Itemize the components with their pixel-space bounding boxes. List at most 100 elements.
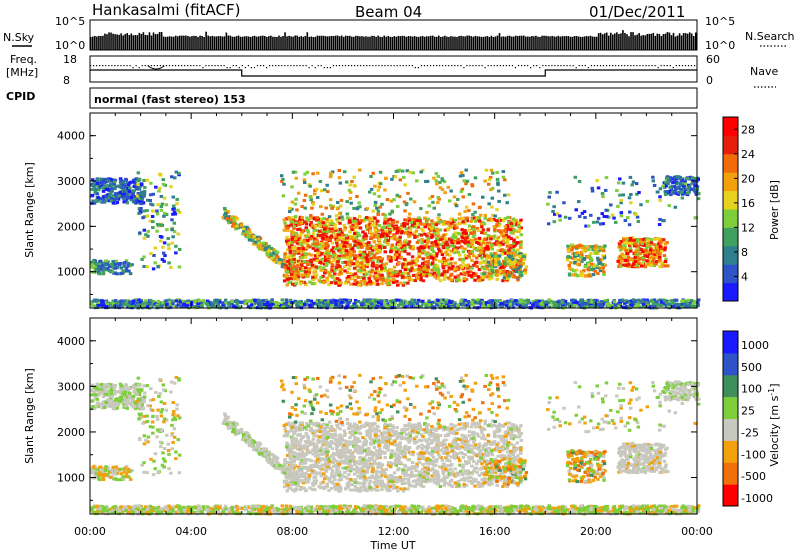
noise-bar (215, 36, 218, 50)
power-cell (444, 302, 449, 306)
power-cell (493, 214, 497, 218)
power-cell (142, 228, 147, 232)
power-cell (692, 300, 697, 304)
power-cell (167, 247, 171, 251)
noise-bar (373, 35, 375, 50)
power-cell (237, 300, 241, 304)
power-cell (113, 266, 117, 270)
power-cell (167, 298, 171, 302)
nave-dot (596, 65, 599, 67)
power-cell (410, 255, 415, 259)
noise-bar (209, 36, 211, 50)
power-cell (426, 237, 430, 241)
power-cell (332, 253, 336, 257)
power-cell (252, 302, 257, 306)
noise-bar (132, 35, 135, 50)
power-cell (391, 224, 395, 228)
power-cell (460, 303, 465, 307)
power-cell (662, 299, 667, 303)
power-cell (462, 277, 466, 281)
power-cell (402, 175, 406, 179)
power-cell (486, 182, 491, 186)
nave-dot (241, 65, 243, 67)
power-cell (116, 301, 120, 305)
power-cell (232, 220, 236, 224)
power-cell (281, 177, 285, 181)
nave-dot (168, 65, 171, 67)
power-cell (324, 206, 328, 210)
power-cell (90, 182, 94, 186)
noise-bar (593, 36, 596, 50)
power-cell (443, 300, 448, 304)
power-cell (315, 196, 320, 200)
power-cell (286, 266, 291, 270)
nave-dot (533, 65, 535, 67)
power-cell (471, 213, 475, 217)
noise-bar (94, 35, 96, 50)
power-cell (467, 228, 472, 232)
power-cell (125, 190, 130, 194)
power-cell (503, 193, 507, 197)
power-cell (370, 251, 374, 255)
power-cell (647, 305, 651, 309)
power-cell (395, 193, 400, 197)
noise-bar (110, 32, 112, 50)
power-cell (521, 302, 525, 306)
power-cell (302, 303, 307, 307)
power-cell (292, 252, 296, 256)
power-cell (458, 174, 463, 178)
power-cell (547, 305, 551, 309)
nave-dot (363, 65, 365, 67)
power-cell (221, 303, 226, 307)
power-cell (680, 302, 685, 306)
power-cell (307, 272, 311, 276)
power-cell (137, 298, 141, 302)
power-cell (357, 201, 361, 205)
power-cell (162, 211, 167, 215)
noise-bar (601, 34, 604, 50)
power-cell (435, 303, 439, 307)
power-cell (303, 252, 307, 256)
noise-bar (571, 36, 574, 50)
power-cell (210, 301, 214, 305)
power-cell (517, 224, 521, 228)
power-cell (547, 298, 552, 302)
power-cell (469, 219, 474, 223)
power-cell (289, 273, 294, 277)
power-cell (275, 260, 279, 264)
power-cell (447, 199, 452, 203)
power-cell (531, 299, 536, 303)
power-cell (361, 230, 365, 234)
power-cell (292, 240, 297, 244)
noise-bar (393, 36, 396, 50)
power-cell (395, 204, 400, 208)
power-cell (121, 180, 126, 184)
power-cell (522, 258, 527, 262)
power-cell (464, 168, 468, 172)
noise-bar (312, 36, 315, 50)
power-cell (392, 256, 396, 260)
noise-bar (397, 35, 400, 50)
noise-bar (340, 35, 343, 50)
power-cell (120, 179, 124, 183)
power-cell (574, 301, 579, 305)
power-cell (142, 190, 147, 194)
power-cell (482, 254, 487, 258)
power-cell (254, 300, 258, 304)
power-cell (130, 263, 134, 267)
power-cell (577, 304, 581, 308)
noise-bar (533, 36, 535, 50)
noise-bar (330, 35, 333, 50)
power-cell (121, 190, 126, 194)
noise-bar (654, 35, 657, 50)
noise-bar (569, 36, 572, 50)
power-cell (479, 250, 483, 254)
noise-bar (555, 36, 557, 50)
noise-bar (609, 32, 612, 50)
power-cell (441, 298, 445, 302)
power-cell (338, 265, 342, 269)
power-cell (159, 195, 164, 199)
power-cell (273, 252, 277, 256)
power-cell (163, 254, 167, 258)
power-cell (137, 187, 142, 191)
